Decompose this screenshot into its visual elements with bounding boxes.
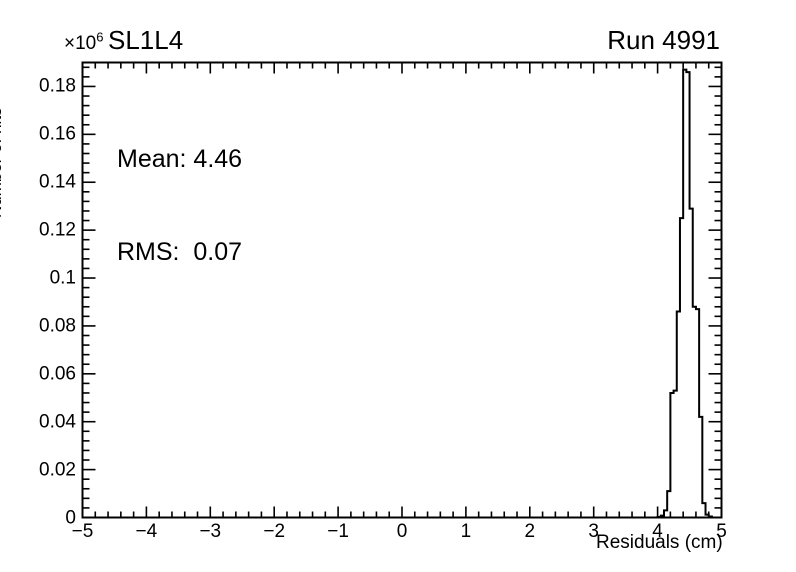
x-axis-tick-labels: −5 −4 −3 −2 −1 0 1 2 3 4 5: [0, 522, 796, 550]
x-tick-label: −3: [199, 521, 222, 542]
x-tick-label: 3: [588, 521, 599, 542]
y-axis-tick-labels: 0 0.02 0.04 0.06 0.08 0.1 0.12 0.14 0.16 0.18: [0, 0, 76, 572]
stat-rms: RMS: 0.07: [117, 238, 243, 266]
y-tick-label: 0.02: [39, 459, 76, 481]
x-tick-label: 5: [716, 521, 727, 542]
x-tick-label: −2: [263, 521, 286, 542]
y-axis-exponent: ×106: [64, 31, 103, 54]
histogram-trace: [82, 68, 722, 519]
y-axis-ticks: [82, 66, 722, 519]
y-tick-label: 0.14: [39, 171, 76, 193]
x-tick-label: 4: [652, 521, 663, 542]
x-tick-label: −4: [135, 521, 158, 542]
y-tick-label: 0.1: [49, 267, 76, 289]
y-tick-label: 0.04: [39, 411, 76, 433]
y-tick-label: 0.06: [39, 363, 76, 385]
x-tick-label: −1: [327, 521, 349, 542]
x-tick-label: −5: [71, 521, 94, 542]
run-label: Run 4991: [607, 25, 720, 55]
y-axis-exponent-power: 6: [96, 29, 104, 45]
statistics-box: Mean: 4.46 RMS: 0.07: [117, 82, 242, 330]
x-tick-label: 2: [524, 521, 536, 542]
stat-mean: Mean: 4.46: [117, 145, 243, 173]
page-title: SL1L4: [108, 25, 184, 55]
x-axis-title: Residuals (cm): [596, 532, 723, 553]
y-axis-exponent-base: ×10: [64, 33, 97, 54]
y-tick-label: 0: [65, 507, 76, 528]
y-tick-label: 0.08: [39, 315, 76, 337]
x-tick-label: 0: [396, 521, 408, 542]
y-tick-label: 0.18: [39, 75, 76, 97]
y-tick-label: 0.12: [39, 219, 76, 241]
x-tick-label: 1: [460, 521, 472, 542]
y-tick-label: 0.16: [39, 123, 76, 145]
